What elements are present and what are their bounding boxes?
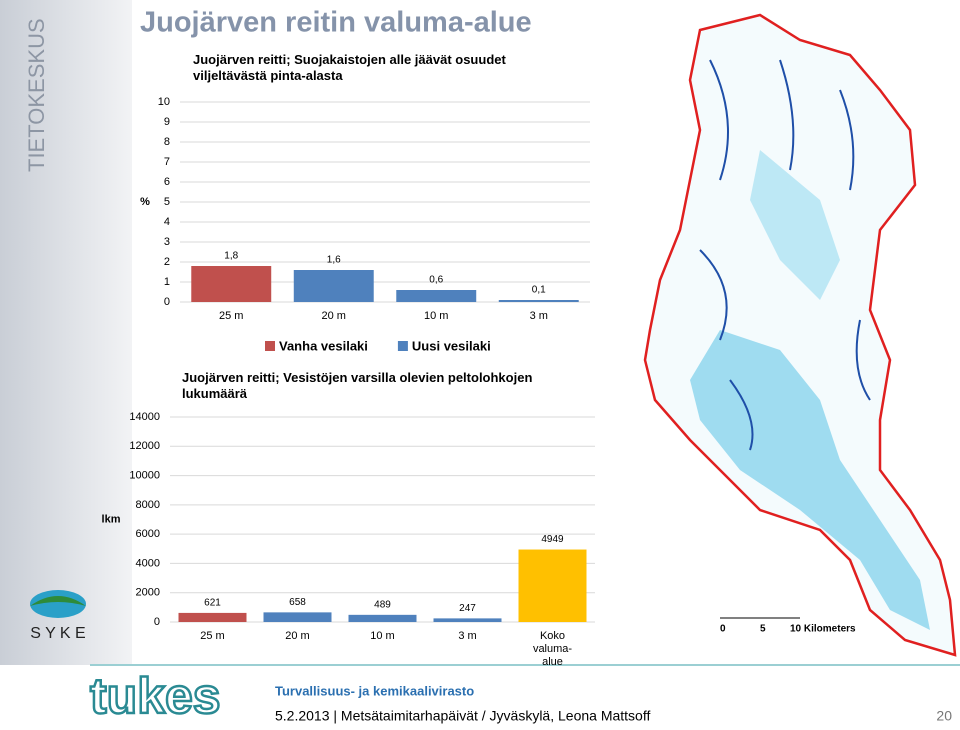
bar <box>348 614 417 622</box>
x-tick-label: 3 m <box>458 630 477 642</box>
sidebar-label: TIETOKESKUS <box>24 18 49 172</box>
value-label: 247 <box>459 603 476 614</box>
chart-title: Juojärven reitti; Suojakaistojen alle jä… <box>193 52 506 83</box>
footer-text: 5.2.2013 | Metsätaimitarhapäivät / Jyväs… <box>275 708 650 724</box>
y-axis-label: % <box>140 196 150 208</box>
y-tick-label: 6 <box>164 176 170 188</box>
value-label: 1,6 <box>327 255 341 266</box>
y-tick-label: 8 <box>164 136 170 148</box>
x-tick-label: 10 m <box>424 310 449 322</box>
y-tick-label: 0 <box>164 296 170 308</box>
x-tick-label: 25 m <box>200 630 225 642</box>
x-tick-label: 20 m <box>285 630 310 642</box>
syke-emblem <box>30 590 86 618</box>
y-tick-label: 1 <box>164 276 170 288</box>
x-tick-label: Koko valuma-alue <box>532 630 573 668</box>
y-tick-label: 6000 <box>136 528 160 540</box>
y-tick-label: 9 <box>164 116 170 128</box>
bar <box>498 300 579 302</box>
brand-logo: tukes <box>90 668 221 724</box>
legend-label: Vanha vesilaki <box>279 338 368 353</box>
y-tick-label: 5 <box>164 196 170 208</box>
map-scale-label: 0 <box>720 624 726 635</box>
x-tick-label: 3 m <box>529 310 548 322</box>
sidebar <box>0 0 132 665</box>
page-number: 20 <box>936 708 952 724</box>
chart-title: Juojärven reitti; Vesistöjen varsilla ol… <box>182 370 533 401</box>
y-tick-label: 2 <box>164 256 170 268</box>
value-label: 0,1 <box>532 285 546 296</box>
agency: Turvallisuus- ja kemikaalivirasto <box>275 683 474 698</box>
x-tick-label: 25 m <box>219 310 244 322</box>
value-label: 489 <box>374 599 391 610</box>
bar <box>263 612 332 622</box>
value-label: 1,8 <box>224 251 238 262</box>
map-scale-label: 5 <box>760 624 766 635</box>
y-tick-label: 0 <box>154 616 160 628</box>
slide-title: Juojärven reitin valuma-alue <box>140 7 532 39</box>
legend-swatch <box>265 341 275 351</box>
y-tick-label: 8000 <box>136 499 160 511</box>
y-axis-label: lkm <box>102 513 121 525</box>
map <box>643 13 957 657</box>
value-label: 658 <box>289 597 306 608</box>
y-tick-label: 7 <box>164 156 170 168</box>
y-tick-label: 4000 <box>136 557 160 569</box>
bar <box>191 266 272 302</box>
x-tick-label: 10 m <box>370 630 395 642</box>
y-tick-label: 10000 <box>129 469 160 481</box>
value-label: 4949 <box>541 534 564 545</box>
bar <box>433 618 502 622</box>
syke-logo: S Y K E <box>30 625 85 642</box>
value-label: 0,6 <box>429 275 443 286</box>
value-label: 621 <box>204 598 221 609</box>
y-tick-label: 4 <box>164 216 170 228</box>
y-tick-label: 12000 <box>129 440 160 452</box>
y-tick-label: 3 <box>164 236 170 248</box>
y-tick-label: 10 <box>158 96 170 108</box>
x-tick-label: 20 m <box>321 310 346 322</box>
bar <box>396 290 477 302</box>
bar <box>178 612 247 622</box>
bar <box>293 270 374 302</box>
y-tick-label: 2000 <box>136 587 160 599</box>
legend-swatch <box>397 341 408 351</box>
map-scale-label: 10 Kilometers <box>790 624 856 635</box>
y-tick-label: 14000 <box>129 411 160 423</box>
legend-label: Uusi vesilaki <box>412 338 491 353</box>
bar <box>518 549 587 622</box>
